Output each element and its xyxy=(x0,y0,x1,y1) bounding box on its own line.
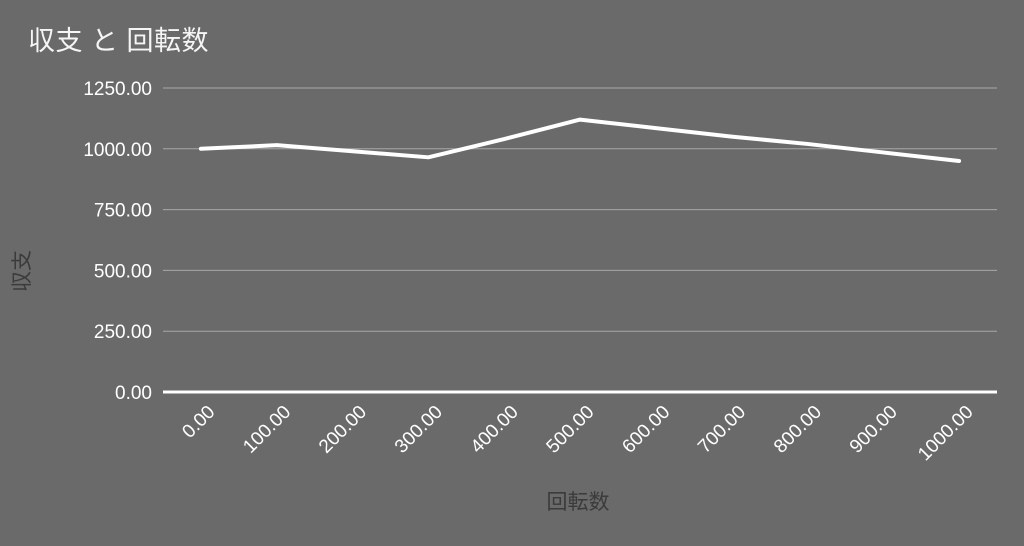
x-tick-label: 200.00 xyxy=(315,402,371,458)
x-tick-label: 0.00 xyxy=(178,402,219,443)
x-tick-label: 100.00 xyxy=(239,402,295,458)
x-tick-label: 400.00 xyxy=(467,402,523,458)
x-tick-label: 600.00 xyxy=(618,402,674,458)
y-tick-label: 1000.00 xyxy=(83,140,152,161)
x-tick-label: 300.00 xyxy=(391,402,447,458)
series-line xyxy=(198,117,962,163)
x-tick-label: 1000.00 xyxy=(914,402,977,465)
y-tick-label: 250.00 xyxy=(94,322,152,343)
y-tick-label: 0.00 xyxy=(115,383,152,404)
x-tick-label: 500.00 xyxy=(543,402,599,458)
chart-title: 収支 と 回転数 xyxy=(28,26,210,56)
x-tick-label: 900.00 xyxy=(846,402,902,458)
y-tick-label: 500.00 xyxy=(94,261,152,282)
x-tick-label: 700.00 xyxy=(694,402,750,458)
y-axis-title: 収支 xyxy=(11,250,34,292)
y-tick-label: 750.00 xyxy=(94,201,152,222)
y-tick-label: 1250.00 xyxy=(83,79,152,100)
x-tick-label: 800.00 xyxy=(770,402,826,458)
x-axis-title: 回転数 xyxy=(546,491,610,514)
